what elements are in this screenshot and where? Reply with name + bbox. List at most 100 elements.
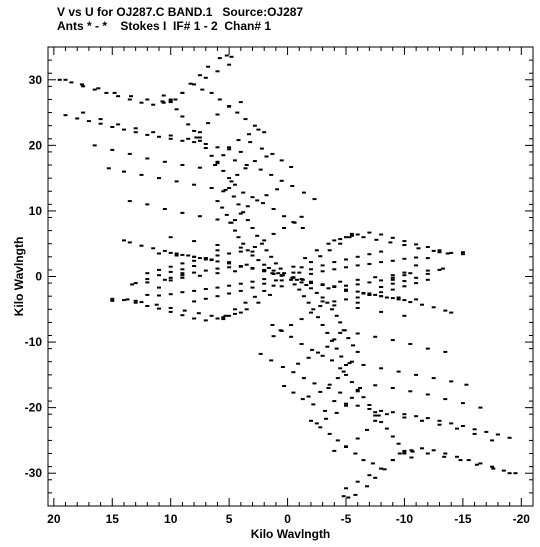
uv-point bbox=[355, 332, 360, 335]
uv-point bbox=[501, 469, 506, 472]
uv-point bbox=[215, 295, 220, 298]
uv-point bbox=[133, 127, 138, 130]
uv-point bbox=[323, 409, 327, 412]
uv-point bbox=[215, 218, 220, 221]
uv-point bbox=[408, 390, 413, 393]
uv-point bbox=[186, 254, 191, 257]
uv-point bbox=[220, 206, 225, 209]
uv-point bbox=[367, 404, 372, 406]
uv-point bbox=[332, 400, 337, 403]
uv-point bbox=[299, 318, 304, 321]
uv-point bbox=[203, 258, 208, 261]
uv-point bbox=[301, 191, 306, 194]
uv-point bbox=[227, 148, 232, 151]
uv-point bbox=[227, 187, 232, 189]
uv-point bbox=[250, 250, 255, 253]
axis-ticks: 20 15 10 5 0 -5 -10 -15 -20 30 20 10 0 -10 -20 -30 bbox=[25, 46, 534, 526]
uv-point bbox=[228, 221, 233, 224]
uv-point bbox=[282, 272, 287, 275]
uv-point bbox=[203, 319, 208, 322]
uv-point bbox=[157, 294, 161, 297]
uv-point bbox=[262, 278, 267, 281]
uv-point bbox=[238, 246, 243, 249]
uv-point bbox=[168, 101, 173, 104]
uv-point bbox=[373, 335, 378, 338]
uv-point bbox=[250, 267, 255, 270]
uv-point bbox=[227, 292, 232, 295]
uv-point bbox=[227, 105, 232, 107]
uv-point bbox=[346, 337, 351, 340]
uv-point bbox=[250, 286, 255, 289]
uv-point bbox=[513, 472, 518, 475]
uv-point bbox=[233, 312, 237, 315]
uv-point bbox=[197, 215, 202, 218]
uv-point bbox=[127, 200, 132, 203]
uv-point bbox=[291, 371, 296, 374]
uv-point bbox=[194, 136, 199, 139]
uv-point bbox=[325, 331, 330, 334]
uv-point bbox=[75, 117, 80, 120]
uv-point bbox=[297, 271, 302, 274]
uv-point bbox=[271, 269, 276, 272]
uv-point bbox=[402, 244, 407, 246]
uv-point bbox=[291, 391, 296, 394]
uv-point bbox=[455, 455, 459, 458]
uv-point bbox=[320, 270, 325, 273]
uv-point bbox=[408, 343, 413, 345]
uv-point bbox=[390, 297, 395, 300]
uv-point bbox=[414, 298, 419, 301]
uv-point bbox=[388, 241, 393, 244]
uv-point bbox=[443, 350, 448, 353]
uv-point bbox=[197, 257, 202, 260]
uv-point bbox=[227, 146, 232, 149]
uv-point bbox=[390, 288, 395, 291]
uv-point bbox=[223, 188, 228, 191]
uv-point bbox=[209, 259, 214, 262]
uv-point bbox=[299, 343, 304, 345]
uv-point bbox=[344, 446, 348, 448]
uv-point bbox=[139, 101, 144, 104]
uv-point bbox=[168, 307, 173, 309]
uv-point bbox=[203, 143, 208, 145]
uv-point bbox=[355, 388, 360, 391]
uv-point bbox=[318, 305, 323, 307]
uv-point bbox=[490, 439, 495, 442]
uv-point bbox=[425, 257, 430, 260]
uv-point bbox=[437, 249, 442, 252]
x-tick-label: -5 bbox=[341, 512, 352, 526]
y-tick-label: -30 bbox=[25, 466, 43, 480]
uv-point bbox=[344, 266, 348, 269]
uv-point bbox=[57, 78, 62, 81]
chart-title: V vs U for OJ287.C BAND.1 Source:OJ287 bbox=[57, 5, 304, 19]
uv-point bbox=[104, 91, 109, 94]
uv-point bbox=[339, 355, 344, 358]
uv-point bbox=[270, 152, 275, 155]
uv-point bbox=[209, 154, 214, 157]
x-tick-label: -15 bbox=[454, 512, 472, 526]
uv-point bbox=[420, 447, 424, 450]
uv-point bbox=[355, 350, 360, 353]
uv-point bbox=[129, 95, 133, 98]
uv-point bbox=[445, 252, 450, 255]
uv-point bbox=[215, 260, 220, 263]
uv-point bbox=[192, 240, 197, 243]
uv-point bbox=[390, 387, 395, 389]
uv-point bbox=[174, 180, 179, 183]
uv-point bbox=[373, 384, 378, 387]
uv-point bbox=[227, 177, 232, 180]
uv-point bbox=[425, 278, 430, 281]
uv-point bbox=[431, 306, 436, 309]
uv-point bbox=[344, 288, 348, 291]
uv-point bbox=[367, 292, 372, 295]
uv-point bbox=[326, 287, 331, 290]
uv-point bbox=[270, 324, 275, 326]
uv-point bbox=[196, 312, 201, 315]
uv-point bbox=[151, 131, 156, 134]
uv-point bbox=[213, 164, 218, 166]
uv-point bbox=[238, 212, 243, 215]
uv-point bbox=[320, 324, 325, 326]
uv-point bbox=[355, 307, 360, 309]
uv-point bbox=[229, 180, 234, 183]
uv-point bbox=[402, 314, 407, 317]
uv-point bbox=[262, 263, 267, 266]
